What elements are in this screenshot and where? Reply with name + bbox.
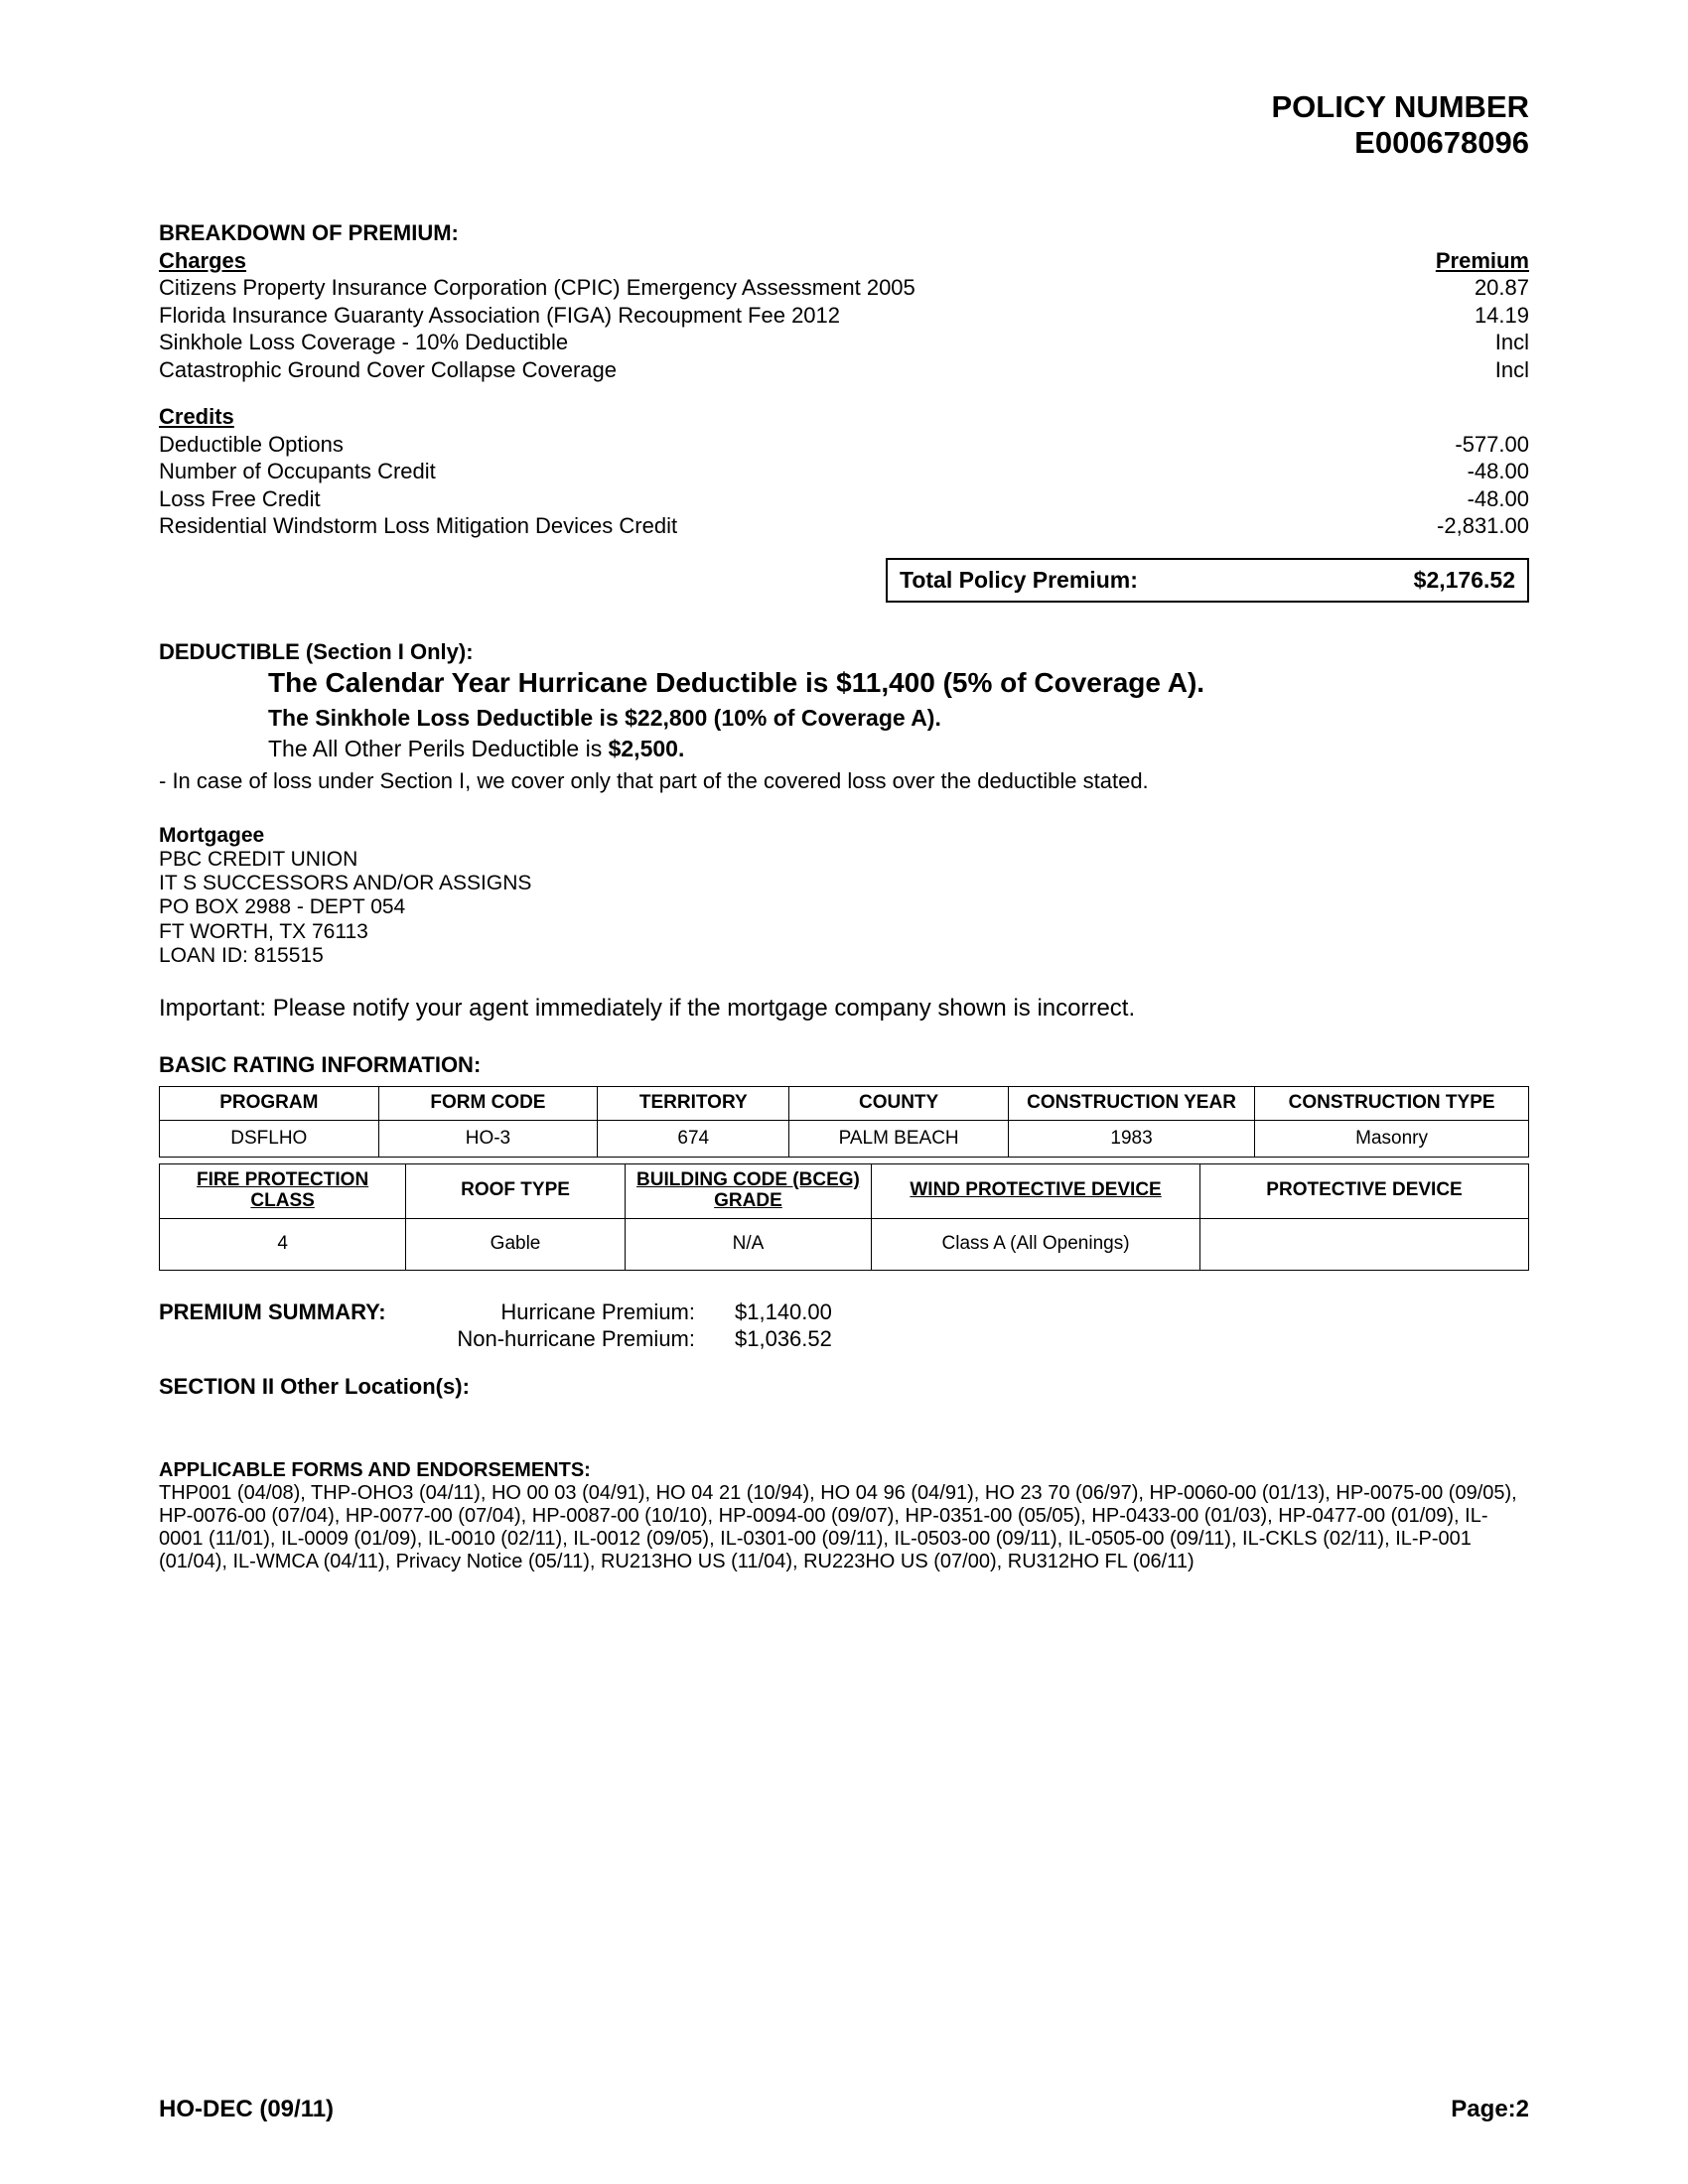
policy-number-value: E000678096 — [159, 125, 1529, 161]
deductible-note: - In case of loss under Section I, we co… — [159, 767, 1529, 795]
th-territory: TERRITORY — [598, 1087, 789, 1121]
charge-row: Florida Insurance Guaranty Association (… — [159, 302, 1529, 330]
nonhurricane-premium-value: $1,036.52 — [735, 1325, 894, 1353]
credit-amount: -2,831.00 — [1437, 512, 1529, 540]
th-bceg: BUILDING CODE (BCEG) GRADE — [625, 1164, 871, 1219]
page-container: POLICY NUMBER E000678096 BREAKDOWN OF PR… — [0, 0, 1688, 2184]
td-form-code: HO-3 — [378, 1121, 598, 1158]
page-footer: HO-DEC (09/11) Page:2 — [159, 2095, 1529, 2124]
credit-amount: -48.00 — [1468, 485, 1529, 513]
td-territory: 674 — [598, 1121, 789, 1158]
mortgagee-line: PBC CREDIT UNION — [159, 848, 1529, 872]
footer-page-number: Page:2 — [1451, 2095, 1529, 2124]
credit-amount: -577.00 — [1455, 431, 1529, 459]
forms-text: THP001 (04/08), THP-OHO3 (04/11), HO 00 … — [159, 1482, 1529, 1573]
td-county: PALM BEACH — [789, 1121, 1009, 1158]
rating-table-1: PROGRAM FORM CODE TERRITORY COUNTY CONST… — [159, 1086, 1529, 1158]
th-program: PROGRAM — [160, 1087, 379, 1121]
th-wind-device: WIND PROTECTIVE DEVICE — [872, 1164, 1200, 1219]
th-form-code: FORM CODE — [378, 1087, 598, 1121]
nonhurricane-premium-label: Non-hurricane Premium: — [437, 1325, 695, 1353]
credit-row: Loss Free Credit -48.00 — [159, 485, 1529, 513]
mortgagee-section: Mortgagee PBC CREDIT UNION IT S SUCCESSO… — [159, 824, 1529, 968]
td-construction-type: Masonry — [1255, 1121, 1529, 1158]
td-construction-year: 1983 — [1008, 1121, 1254, 1158]
credit-desc: Residential Windstorm Loss Mitigation De… — [159, 512, 677, 540]
other-perils-value: $2,500. — [609, 736, 685, 761]
th-county: COUNTY — [789, 1087, 1009, 1121]
credit-desc: Loss Free Credit — [159, 485, 321, 513]
credit-row: Number of Occupants Credit -48.00 — [159, 458, 1529, 485]
rating-table-2: FIRE PROTECTION CLASS ROOF TYPE BUILDING… — [159, 1163, 1529, 1271]
mortgagee-line: IT S SUCCESSORS AND/OR ASSIGNS — [159, 872, 1529, 895]
th-protective-device: PROTECTIVE DEVICE — [1200, 1164, 1529, 1219]
credits-label: Credits — [159, 403, 1529, 431]
td-bceg: N/A — [625, 1218, 871, 1270]
charge-row: Catastrophic Ground Cover Collapse Cover… — [159, 356, 1529, 384]
mortgagee-line: LOAN ID: 815515 — [159, 944, 1529, 968]
sinkhole-deductible: The Sinkhole Loss Deductible is $22,800 … — [268, 704, 1529, 733]
td-protective-device — [1200, 1218, 1529, 1270]
premium-label: Premium — [1436, 247, 1529, 275]
charge-amount: 14.19 — [1475, 302, 1529, 330]
credit-desc: Deductible Options — [159, 431, 344, 459]
rating-title: BASIC RATING INFORMATION: — [159, 1051, 1529, 1079]
hurricane-premium-label: Hurricane Premium: — [437, 1298, 695, 1326]
total-amount: $2,176.52 — [1414, 566, 1515, 595]
charge-desc: Citizens Property Insurance Corporation … — [159, 274, 915, 302]
charge-amount: Incl — [1495, 329, 1529, 356]
total-premium-box: Total Policy Premium: $2,176.52 — [886, 558, 1529, 603]
policy-header: POLICY NUMBER E000678096 — [159, 89, 1529, 160]
section2-title: SECTION II Other Location(s): — [159, 1373, 1529, 1401]
charge-desc: Sinkhole Loss Coverage - 10% Deductible — [159, 329, 568, 356]
credit-row: Deductible Options -577.00 — [159, 431, 1529, 459]
th-fire-class: FIRE PROTECTION CLASS — [160, 1164, 406, 1219]
policy-number-label: POLICY NUMBER — [159, 89, 1529, 125]
forms-title: APPLICABLE FORMS AND ENDORSEMENTS: — [159, 1459, 1529, 1482]
hurricane-premium-value: $1,140.00 — [735, 1298, 894, 1326]
hurricane-deductible: The Calendar Year Hurricane Deductible i… — [268, 665, 1529, 700]
forms-section: APPLICABLE FORMS AND ENDORSEMENTS: THP00… — [159, 1459, 1529, 1573]
premium-summary: PREMIUM SUMMARY: Hurricane Premium: Non-… — [159, 1298, 1529, 1353]
mortgagee-line: FT WORTH, TX 76113 — [159, 920, 1529, 944]
charge-desc: Florida Insurance Guaranty Association (… — [159, 302, 840, 330]
credit-amount: -48.00 — [1468, 458, 1529, 485]
mortgagee-title: Mortgagee — [159, 824, 1529, 848]
charge-row: Citizens Property Insurance Corporation … — [159, 274, 1529, 302]
td-roof-type: Gable — [406, 1218, 626, 1270]
deductible-title: DEDUCTIBLE (Section I Only): — [159, 638, 1529, 666]
charges-label: Charges — [159, 247, 246, 275]
charge-amount: Incl — [1495, 356, 1529, 384]
credit-row: Residential Windstorm Loss Mitigation De… — [159, 512, 1529, 540]
th-roof-type: ROOF TYPE — [406, 1164, 626, 1219]
charge-desc: Catastrophic Ground Cover Collapse Cover… — [159, 356, 617, 384]
other-perils-deductible: The All Other Perils Deductible is $2,50… — [268, 735, 1529, 763]
total-label: Total Policy Premium: — [900, 566, 1138, 595]
credit-desc: Number of Occupants Credit — [159, 458, 436, 485]
charge-row: Sinkhole Loss Coverage - 10% Deductible … — [159, 329, 1529, 356]
important-notice: Important: Please notify your agent imme… — [159, 994, 1529, 1024]
other-perils-prefix: The All Other Perils Deductible is — [268, 736, 609, 761]
th-construction-type: CONSTRUCTION TYPE — [1255, 1087, 1529, 1121]
premium-summary-title: PREMIUM SUMMARY: — [159, 1298, 437, 1353]
deductible-section: DEDUCTIBLE (Section I Only): The Calenda… — [159, 638, 1529, 795]
footer-form-code: HO-DEC (09/11) — [159, 2095, 334, 2124]
th-construction-year: CONSTRUCTION YEAR — [1008, 1087, 1254, 1121]
td-program: DSFLHO — [160, 1121, 379, 1158]
mortgagee-line: PO BOX 2988 - DEPT 054 — [159, 895, 1529, 919]
td-fire-class: 4 — [160, 1218, 406, 1270]
charge-amount: 20.87 — [1475, 274, 1529, 302]
breakdown-title: BREAKDOWN OF PREMIUM: — [159, 219, 1529, 247]
td-wind-device: Class A (All Openings) — [872, 1218, 1200, 1270]
